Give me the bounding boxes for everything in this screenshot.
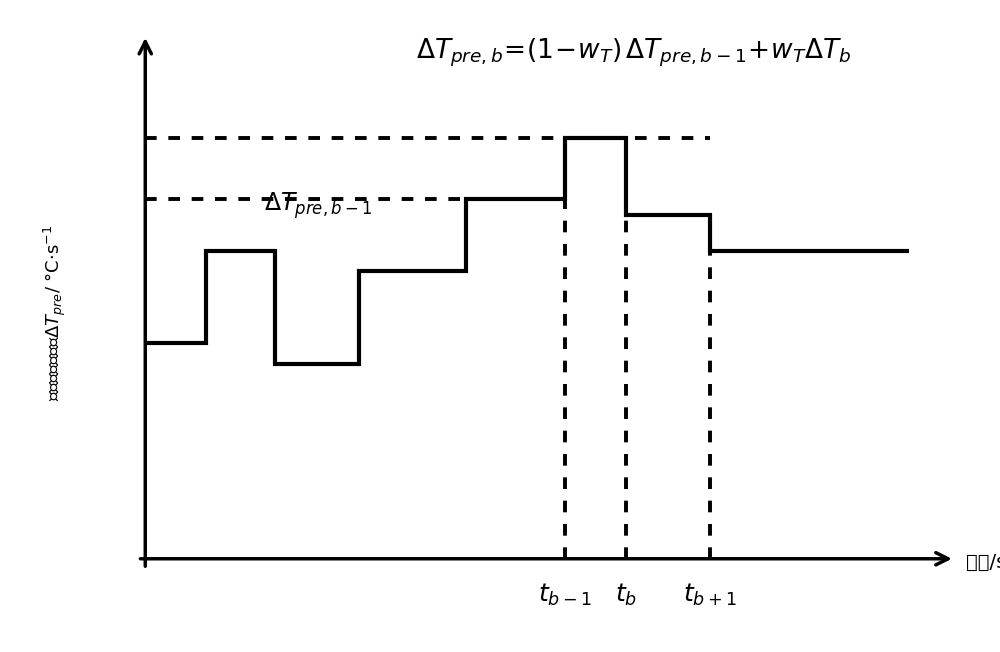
Text: 未来温度变化率$\Delta T_{pre}$/ °C·s$^{-1}$: 未来温度变化率$\Delta T_{pre}$/ °C·s$^{-1}$ bbox=[42, 225, 68, 401]
Text: $t_b$: $t_b$ bbox=[615, 582, 637, 608]
Text: $t_{b+1}$: $t_{b+1}$ bbox=[683, 582, 737, 608]
Text: 时间/s: 时间/s bbox=[966, 554, 1000, 572]
Text: $\Delta T_{pre,b}\!=\!(1\!-\!w_T)\,\Delta T_{pre,b-1}\!+\!w_T\Delta T_b$: $\Delta T_{pre,b}\!=\!(1\!-\!w_T)\,\Delt… bbox=[416, 37, 852, 69]
Text: $t_{b-1}$: $t_{b-1}$ bbox=[538, 582, 592, 608]
Text: $\Delta T_{pre,b-1}$: $\Delta T_{pre,b-1}$ bbox=[264, 190, 373, 220]
